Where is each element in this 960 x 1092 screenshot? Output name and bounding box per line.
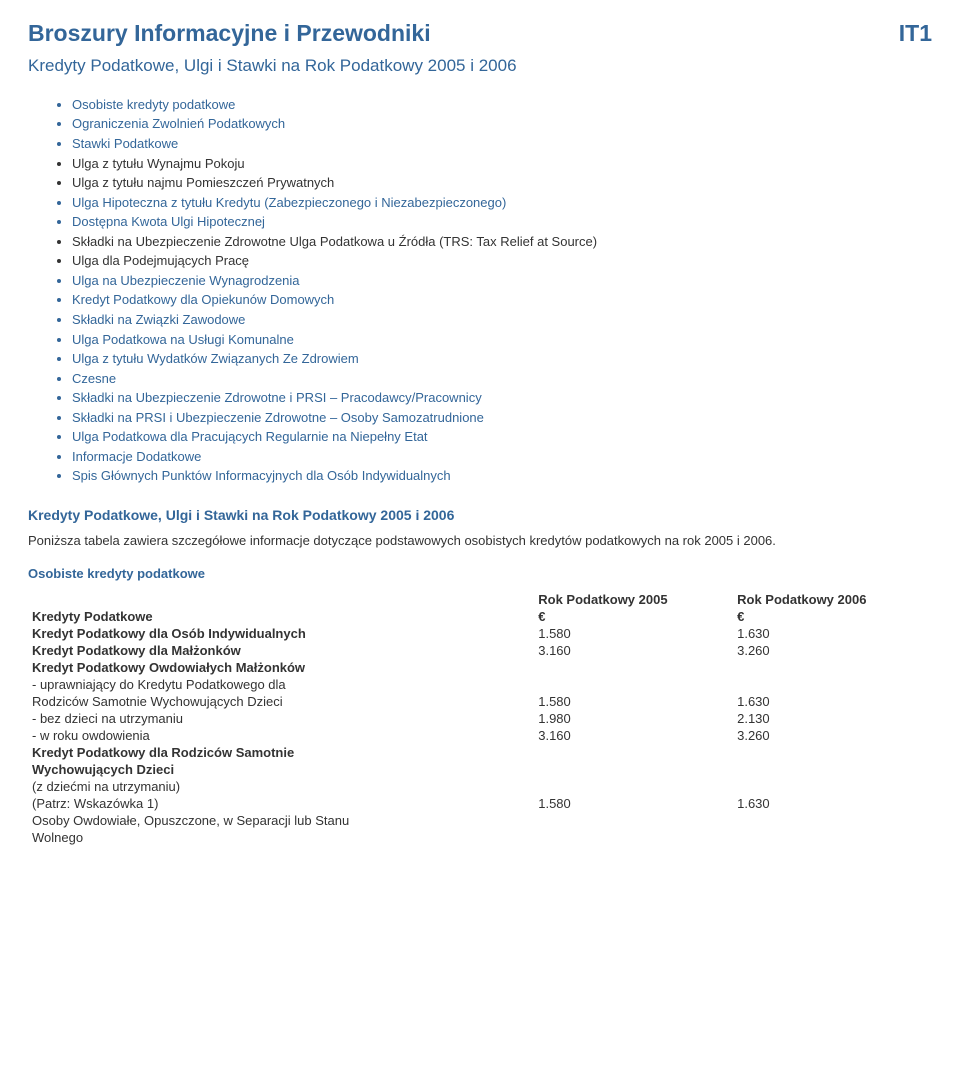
table-cell-2006 xyxy=(733,744,932,761)
table-row: Wychowujących Dzieci xyxy=(28,761,932,778)
table-cell-2005: 1.580 xyxy=(534,625,733,642)
table-cell-2005 xyxy=(534,778,733,795)
table-cell-label: Kredyt Podatkowy Owdowiałych Małżonków xyxy=(28,659,534,676)
toc-item[interactable]: Spis Głównych Punktów Informacyjnych dla… xyxy=(72,467,932,485)
toc-item[interactable]: Ulga Podatkowa na Usługi Komunalne xyxy=(72,331,932,349)
toc-item[interactable]: Ulga Hipoteczna z tytułu Kredytu (Zabezp… xyxy=(72,194,932,212)
table-cell-label: Kredyt Podatkowy dla Rodziców Samotnie xyxy=(28,744,534,761)
table-cell-2006 xyxy=(733,812,932,829)
table-row: Kredyt Podatkowy dla Małżonków3.1603.260 xyxy=(28,642,932,659)
table-cell-2005 xyxy=(534,761,733,778)
table-row: Wolnego xyxy=(28,829,932,846)
table-cell-label: Wychowujących Dzieci xyxy=(28,761,534,778)
table-cell-2005: 1.580 xyxy=(534,795,733,812)
toc-item[interactable]: Składki na Związki Zawodowe xyxy=(72,311,932,329)
credits-table: Kredyty Podatkowe Rok Podatkowy 2005 Rok… xyxy=(28,591,932,846)
table-cell-label: Rodziców Samotnie Wychowujących Dzieci xyxy=(28,693,534,710)
table-cell-2005 xyxy=(534,676,733,693)
table-row: - bez dzieci na utrzymaniu1.9802.130 xyxy=(28,710,932,727)
table-cell-2006: 1.630 xyxy=(733,625,932,642)
table-cell-label: (Patrz: Wskazówka 1) xyxy=(28,795,534,812)
toc-item: Ulga z tytułu najmu Pomieszczeń Prywatny… xyxy=(72,174,932,192)
table-cell-2006: 1.630 xyxy=(733,693,932,710)
table-header-col1: Rok Podatkowy 2005 xyxy=(534,591,733,608)
table-cell-2005: 3.160 xyxy=(534,642,733,659)
table-cell-2006 xyxy=(733,761,932,778)
table-row: Kredyt Podatkowy Owdowiałych Małżonków xyxy=(28,659,932,676)
toc-item[interactable]: Składki na PRSI i Ubezpieczenie Zdrowotn… xyxy=(72,409,932,427)
table-cell-label: Kredyt Podatkowy dla Małżonków xyxy=(28,642,534,659)
toc-item[interactable]: Informacje Dodatkowe xyxy=(72,448,932,466)
table-cell-label: - bez dzieci na utrzymaniu xyxy=(28,710,534,727)
lead-paragraph: Poniższa tabela zawiera szczegółowe info… xyxy=(28,533,932,548)
table-cell-2006 xyxy=(733,659,932,676)
toc-item[interactable]: Kredyt Podatkowy dla Opiekunów Domowych xyxy=(72,291,932,309)
table-currency-col1: € xyxy=(534,608,733,625)
table-heading: Osobiste kredyty podatkowe xyxy=(28,566,932,581)
toc-item[interactable]: Osobiste kredyty podatkowe xyxy=(72,96,932,114)
table-cell-2006 xyxy=(733,829,932,846)
table-row: Kredyt Podatkowy dla Osób Indywidualnych… xyxy=(28,625,932,642)
table-row: - uprawniający do Kredytu Podatkowego dl… xyxy=(28,676,932,693)
table-cell-label: - uprawniający do Kredytu Podatkowego dl… xyxy=(28,676,534,693)
table-cell-2006: 1.630 xyxy=(733,795,932,812)
toc-item[interactable]: Ograniczenia Zwolnień Podatkowych xyxy=(72,115,932,133)
table-cell-2005 xyxy=(534,659,733,676)
toc-list: Osobiste kredyty podatkoweOgraniczenia Z… xyxy=(28,96,932,485)
table-currency-col2: € xyxy=(733,608,932,625)
table-cell-2006: 2.130 xyxy=(733,710,932,727)
table-cell-2005: 3.160 xyxy=(534,727,733,744)
toc-item[interactable]: Dostępna Kwota Ulgi Hipotecznej xyxy=(72,213,932,231)
page-title: Broszury Informacyjne i Przewodniki IT1 xyxy=(28,20,932,47)
toc-item[interactable]: Składki na Ubezpieczenie Zdrowotne i PRS… xyxy=(72,389,932,407)
toc-item[interactable]: Czesne xyxy=(72,370,932,388)
table-cell-2005 xyxy=(534,812,733,829)
table-cell-2006 xyxy=(733,676,932,693)
toc-item[interactable]: Ulga na Ubezpieczenie Wynagrodzenia xyxy=(72,272,932,290)
table-header-col0: Kredyty Podatkowe xyxy=(28,591,534,625)
table-header-row: Kredyty Podatkowe Rok Podatkowy 2005 Rok… xyxy=(28,591,932,608)
title-main: Broszury Informacyjne i Przewodniki xyxy=(28,20,431,47)
table-cell-2005 xyxy=(534,829,733,846)
table-row: Kredyt Podatkowy dla Rodziców Samotnie xyxy=(28,744,932,761)
table-cell-label: - w roku owdowienia xyxy=(28,727,534,744)
table-cell-2005: 1.580 xyxy=(534,693,733,710)
table-cell-2005: 1.980 xyxy=(534,710,733,727)
toc-item: Składki na Ubezpieczenie Zdrowotne Ulga … xyxy=(72,233,932,251)
table-cell-label: (z dziećmi na utrzymaniu) xyxy=(28,778,534,795)
table-cell-2005 xyxy=(534,744,733,761)
page-subtitle: Kredyty Podatkowe, Ulgi i Stawki na Rok … xyxy=(28,55,932,78)
table-cell-2006: 3.260 xyxy=(733,642,932,659)
toc-item[interactable]: Ulga z tytułu Wydatków Związanych Ze Zdr… xyxy=(72,350,932,368)
table-row: (Patrz: Wskazówka 1)1.5801.630 xyxy=(28,795,932,812)
section-heading: Kredyty Podatkowe, Ulgi i Stawki na Rok … xyxy=(28,507,932,523)
table-row: (z dziećmi na utrzymaniu) xyxy=(28,778,932,795)
title-code: IT1 xyxy=(899,20,932,47)
table-cell-label: Kredyt Podatkowy dla Osób Indywidualnych xyxy=(28,625,534,642)
table-row: Osoby Owdowiałe, Opuszczone, w Separacji… xyxy=(28,812,932,829)
toc-item: Ulga dla Podejmujących Pracę xyxy=(72,252,932,270)
toc-item[interactable]: Stawki Podatkowe xyxy=(72,135,932,153)
toc-item[interactable]: Ulga Podatkowa dla Pracujących Regularni… xyxy=(72,428,932,446)
table-header-col2: Rok Podatkowy 2006 xyxy=(733,591,932,608)
table-cell-2006: 3.260 xyxy=(733,727,932,744)
table-cell-label: Wolnego xyxy=(28,829,534,846)
table-row: Rodziców Samotnie Wychowujących Dzieci1.… xyxy=(28,693,932,710)
table-cell-label: Osoby Owdowiałe, Opuszczone, w Separacji… xyxy=(28,812,534,829)
toc-item: Ulga z tytułu Wynajmu Pokoju xyxy=(72,155,932,173)
table-cell-2006 xyxy=(733,778,932,795)
table-row: - w roku owdowienia3.1603.260 xyxy=(28,727,932,744)
